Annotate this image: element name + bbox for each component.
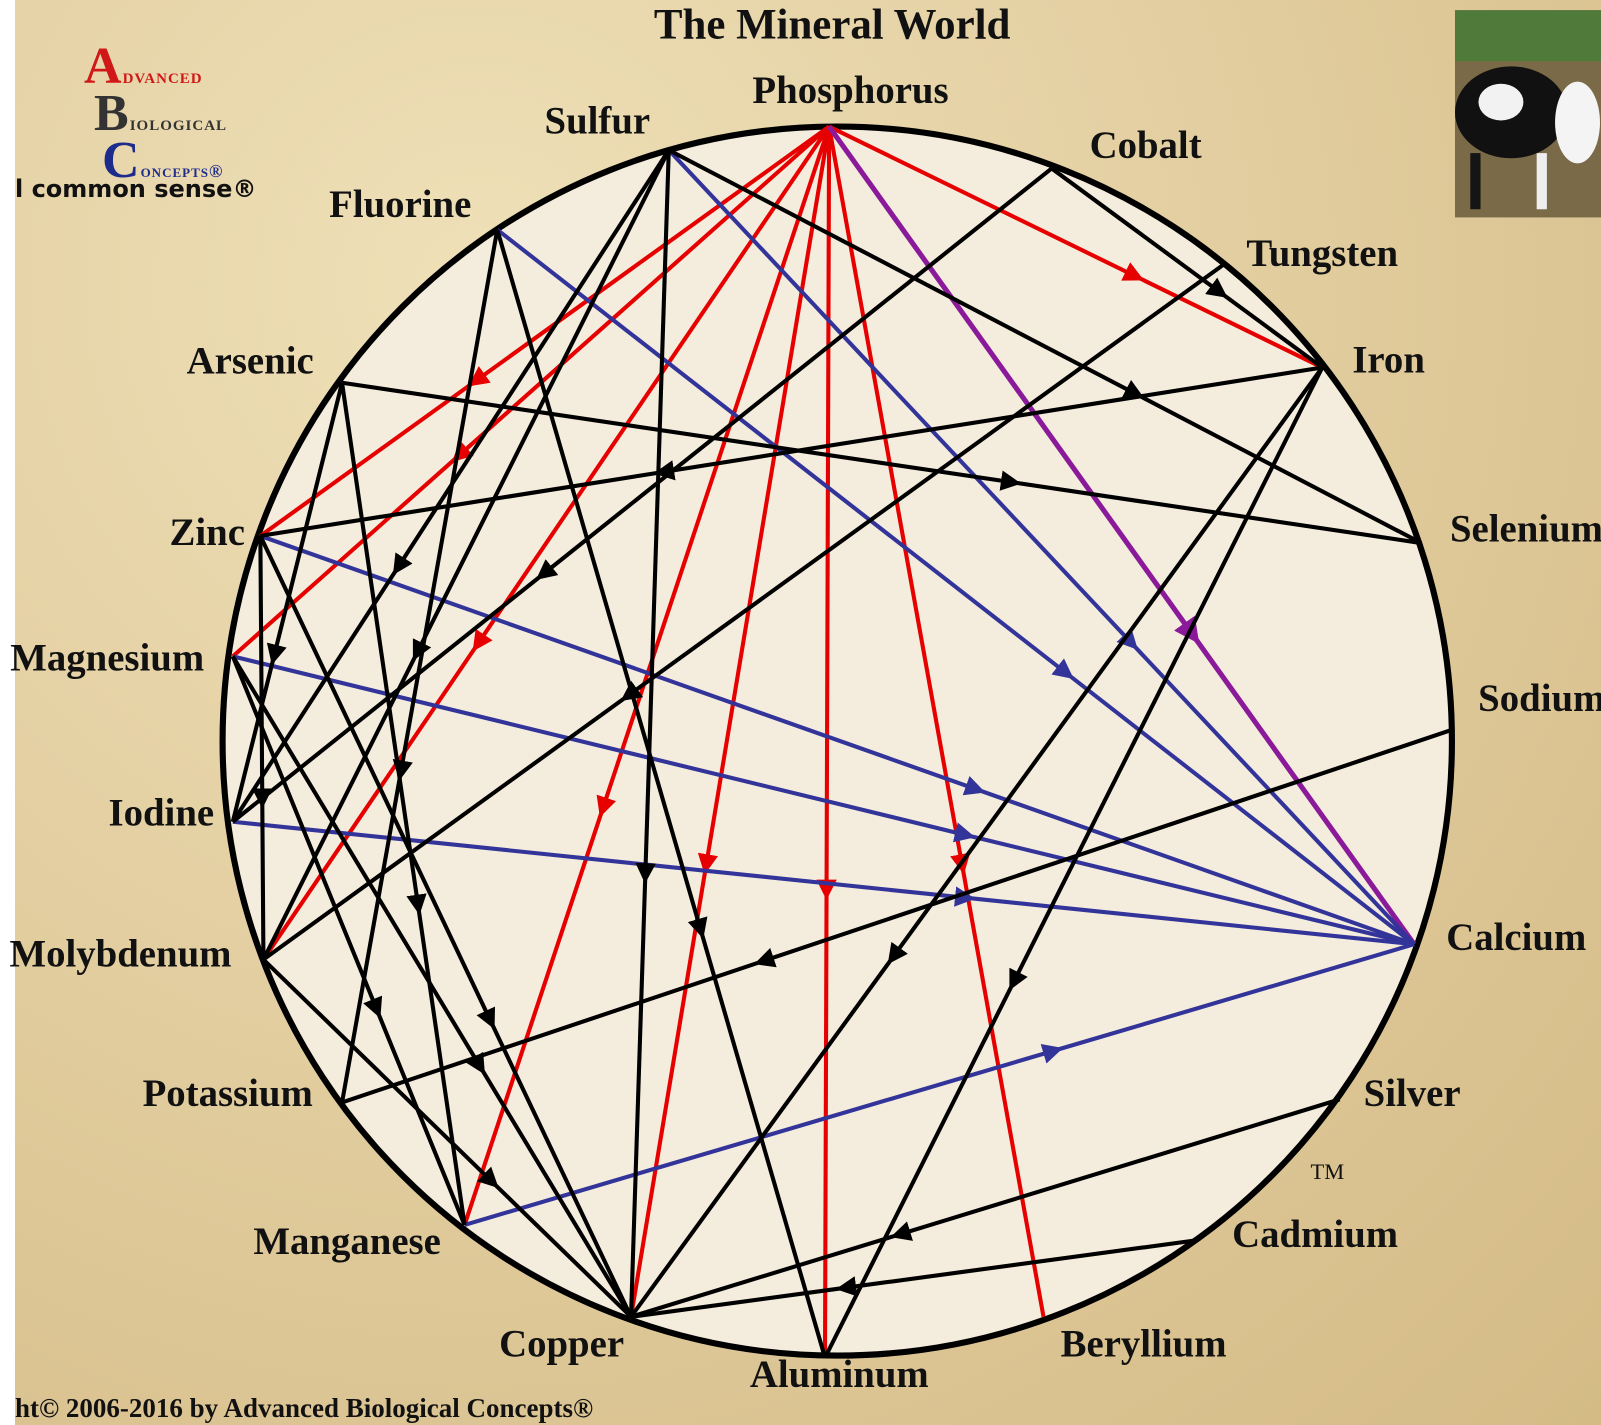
node-label: Magnesium — [10, 636, 204, 679]
title: The Mineral World — [654, 1, 1011, 48]
photo — [1455, 10, 1601, 217]
diagram: The Mineral World TM Phosphorus Sulfur Cob… — [0, 0, 1601, 1425]
copyright: ht© 2006-2016 by Advanced Biological Con… — [15, 1393, 593, 1424]
node-label: Silver — [1364, 1072, 1461, 1115]
node-label: Fluorine — [329, 183, 471, 226]
node-label: Iodine — [109, 792, 215, 835]
tagline: l common sense® — [15, 175, 256, 203]
node-label: Tungsten — [1246, 232, 1398, 275]
node-label: Potassium — [143, 1072, 313, 1115]
node-label: Molybdenum — [9, 932, 231, 975]
node-label: Manganese — [253, 1220, 440, 1263]
logo: Advanced Biological Concepts® — [80, 48, 227, 190]
node-label: Sulfur — [545, 99, 651, 142]
node-label: Zinc — [170, 511, 245, 554]
node-label: Arsenic — [187, 339, 314, 382]
node-label: Cadmium — [1232, 1213, 1398, 1256]
node-label: Cobalt — [1090, 124, 1202, 167]
node-label: Calcium — [1446, 916, 1586, 959]
node-label: Copper — [499, 1322, 624, 1365]
node-label: Selenium — [1450, 508, 1601, 551]
node-label: Beryllium — [1061, 1322, 1227, 1365]
node-label: Phosphorus — [752, 69, 948, 112]
node-label: Aluminum — [750, 1353, 929, 1396]
page: The Mineral World TM Phosphorus Sulfur Cob… — [0, 0, 1601, 1425]
node-label: Sodium — [1478, 677, 1601, 720]
trademark: TM — [1311, 1159, 1345, 1184]
node-label: Iron — [1352, 338, 1425, 381]
